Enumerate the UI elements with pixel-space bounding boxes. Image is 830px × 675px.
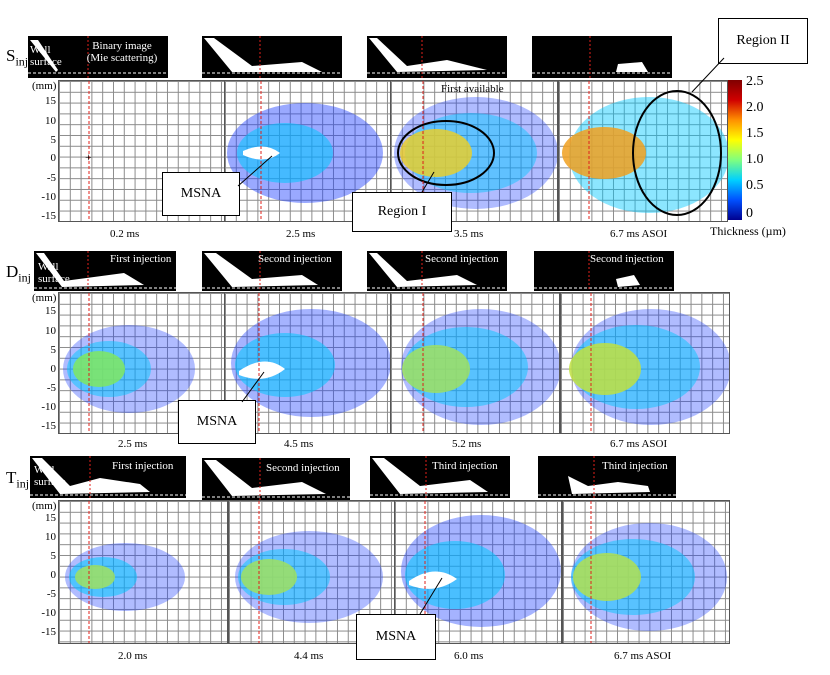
y-tick: 0 — [50, 569, 57, 581]
binary-image: Second injection — [367, 251, 507, 291]
y-tick: -10 — [41, 401, 56, 413]
time-caption: 2.5 ms — [286, 228, 316, 240]
binary-image — [367, 36, 507, 78]
time-caption: 0.2 ms — [110, 228, 140, 240]
time-caption: 3.5 ms — [454, 228, 484, 240]
y-tick: 15 — [45, 95, 56, 107]
y-tick: -5 — [46, 588, 56, 600]
time-caption: 5.2 ms — [452, 438, 482, 450]
binary-image: Second injection — [202, 251, 342, 291]
injection-label: Second injection — [590, 253, 664, 265]
region-ii-callout: Region II — [718, 18, 808, 64]
colorbar-tick: 0 — [746, 206, 753, 221]
time-caption: 2.0 ms — [118, 650, 148, 662]
wall-surface-label: Wall surface — [30, 44, 62, 68]
time-caption: 4.4 ms — [294, 650, 324, 662]
y-tick: 5 — [50, 550, 57, 562]
y-tick: 0 — [50, 363, 57, 375]
y-tick: -15 — [41, 626, 56, 638]
time-caption: 6.0 ms — [454, 650, 484, 662]
injection-label: Third injection — [602, 460, 668, 472]
axis-unit: (mm) — [32, 292, 57, 304]
injection-label: First injection — [112, 460, 174, 472]
time-caption: 6.7 ms ASOI — [610, 438, 668, 450]
y-tick: 5 — [50, 344, 57, 356]
time-caption: 6.7 ms ASOI — [610, 228, 668, 240]
thickness-panel — [394, 500, 562, 644]
y-tick: -10 — [41, 607, 56, 619]
injection-label: Third injection — [432, 460, 498, 472]
msna-callout: MSNA — [356, 614, 436, 660]
wall-surface-label: Wall surface — [38, 261, 70, 285]
binary-image: Wall surface Binary image (Mie scatterin… — [28, 36, 168, 78]
y-tick: 10 — [45, 531, 56, 543]
y-tick: 5 — [50, 134, 57, 146]
binary-image: Third injection — [370, 456, 510, 498]
time-caption: 6.7 ms ASOI — [614, 650, 672, 662]
y-tick: 0 — [50, 152, 57, 164]
row-label-sinj: Sinj — [6, 46, 29, 69]
y-tick: -15 — [41, 420, 56, 432]
y-tick: -10 — [41, 191, 56, 203]
thickness-panel — [562, 500, 730, 644]
y-tick: -5 — [46, 382, 56, 394]
thickness-panel — [558, 80, 728, 222]
y-tick: 10 — [45, 115, 56, 127]
injection-label: Second injection — [266, 462, 340, 474]
y-tick: -15 — [41, 210, 56, 222]
wall-surface-label: Wall surface — [34, 464, 66, 488]
binary-image: Second injection — [534, 251, 674, 291]
first-available-label: First available — [441, 83, 504, 95]
binary-image: Second injection — [202, 458, 350, 500]
injection-label: Second injection — [258, 253, 332, 265]
thickness-panel — [58, 500, 228, 644]
thickness-panel: + — [58, 80, 226, 222]
binary-image: Wall surface First injection — [34, 251, 176, 291]
msna-callout: MSNA — [178, 400, 256, 444]
region-i-callout: Region I — [352, 192, 452, 232]
colorbar-tick: 1.5 — [746, 126, 764, 141]
thickness-panel — [224, 80, 392, 222]
colorbar-tick: 1.0 — [746, 152, 764, 167]
axis-unit: (mm) — [32, 80, 57, 92]
injection-label: First injection — [110, 253, 172, 265]
colorbar-tick: 0.5 — [746, 178, 764, 193]
y-tick: -5 — [46, 172, 56, 184]
thickness-panel — [560, 292, 730, 434]
colorbar-label: Thickness (µm) — [710, 224, 786, 238]
binary-image — [532, 36, 672, 78]
y-tick: 15 — [45, 305, 56, 317]
msna-callout: MSNA — [162, 172, 240, 216]
binary-image: Wall surface First injection — [30, 456, 186, 498]
time-caption: 2.5 ms — [118, 438, 148, 450]
y-tick: 15 — [45, 512, 56, 524]
colorbar-tick: 2.0 — [746, 100, 764, 115]
colorbar-tick: 2.5 — [746, 74, 764, 89]
injection-label: Second injection — [425, 253, 499, 265]
binary-image-label: Binary image (Mie scattering) — [86, 40, 158, 64]
y-tick: 10 — [45, 325, 56, 337]
svg-text:+: + — [85, 150, 92, 164]
row-label-dinj: Dinj — [6, 262, 31, 285]
binary-image: Third injection — [538, 456, 676, 498]
thickness-panel — [390, 292, 560, 434]
axis-unit: (mm) — [32, 500, 57, 512]
binary-image — [202, 36, 342, 78]
row-label-tinj: Tinj — [6, 468, 30, 491]
time-caption: 4.5 ms — [284, 438, 314, 450]
colorbar — [728, 80, 742, 220]
